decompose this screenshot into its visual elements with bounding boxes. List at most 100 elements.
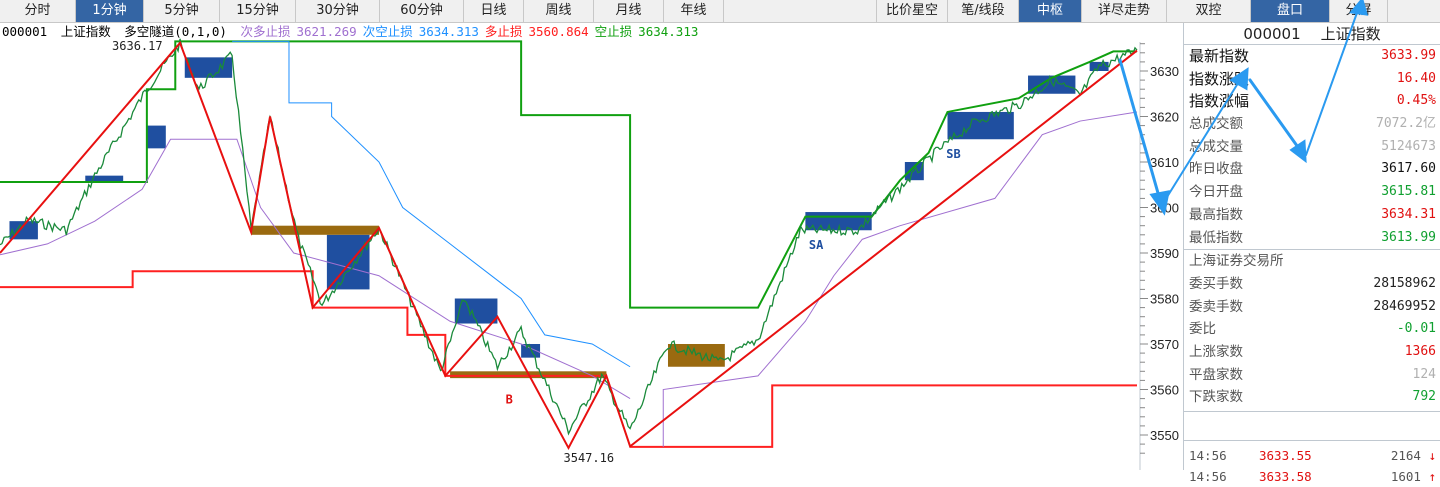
row-value: 28158962 <box>1373 275 1436 291</box>
row-value: 3613.99 <box>1381 229 1436 245</box>
chart-annotation: 3636.17 <box>112 39 163 53</box>
row-value: 0.45% <box>1396 93 1436 109</box>
zhongshu-box <box>326 234 370 290</box>
y-tick-label: 3570 <box>1150 337 1179 352</box>
zhongshu-box <box>904 162 924 181</box>
stop-value: 3560.864 <box>528 24 589 39</box>
tick-price: 3633.55 <box>1259 448 1312 463</box>
y-tick-label: 3550 <box>1150 428 1179 443</box>
row-label: 委比 <box>1189 321 1216 338</box>
row-value: 3615.81 <box>1381 184 1436 200</box>
y-tick-label: 3630 <box>1150 64 1179 79</box>
row-label: 上涨家数 <box>1189 343 1243 360</box>
tab-1[interactable]: 1分钟 <box>76 0 144 22</box>
zhongshu-box <box>146 125 166 149</box>
tab-5[interactable]: 60分钟 <box>380 0 464 22</box>
right-tab-4[interactable]: 双控 <box>1167 0 1251 22</box>
tab-6[interactable]: 日线 <box>464 0 524 22</box>
tab-0[interactable]: 分时 <box>0 0 76 22</box>
stop-line <box>232 40 631 368</box>
y-tick-label: 3610 <box>1150 155 1179 170</box>
right-tab-6[interactable]: 分屏 <box>1330 0 1388 22</box>
stop-label: 次多止损 <box>240 24 291 39</box>
quote-row: 委比 -0.01 <box>1184 318 1440 341</box>
chart-annotation: 3547.16 <box>564 451 615 465</box>
row-label: 总成交额 <box>1189 116 1243 133</box>
tab-3[interactable]: 15分钟 <box>220 0 296 22</box>
stop-line <box>662 111 1138 447</box>
row-value: -0.01 <box>1396 321 1436 337</box>
indicator-info-line: 000001 上证指数 多空隧道(0,1,0) 次多止损 3621.269 次空止损… <box>2 23 710 41</box>
row-value: 124 <box>1412 366 1436 382</box>
tab-7[interactable]: 周线 <box>524 0 594 22</box>
row-label: 最新指数 <box>1189 47 1250 65</box>
kline-chart[interactable]: 3550 3560 3570 3580 3590 3600 3610 3620 3630 3636… <box>0 0 1183 470</box>
tab-4[interactable]: 30分钟 <box>296 0 380 22</box>
row-value: 792 <box>1412 389 1436 405</box>
tick-price: 3633.58 <box>1259 469 1312 484</box>
row-value: 16.40 <box>1396 70 1436 86</box>
row-value: 28469952 <box>1373 298 1436 314</box>
tick-direction-icon: ↓ <box>1428 448 1436 463</box>
tick-row: 14:56 3633.58 1601 ↑ <box>1184 466 1440 487</box>
quote-row: 最新指数 3633.99 <box>1184 45 1440 68</box>
quote-row: 下跌家数 792 <box>1184 386 1440 409</box>
y-tick-label: 3560 <box>1150 383 1179 398</box>
y-tick-label: 3600 <box>1150 201 1179 216</box>
bi-zigzag-line <box>0 40 1138 451</box>
zhongshu-box <box>521 344 541 358</box>
row-label: 总成交量 <box>1189 138 1243 155</box>
tick-volume: 1601 <box>1390 469 1421 484</box>
tick-time: 14:56 <box>1189 469 1227 484</box>
quote-row: 委卖手数 28469952 <box>1184 296 1440 319</box>
tick-row: 14:56 3633.55 2164 ↓ <box>1184 445 1440 466</box>
row-label: 委卖手数 <box>1189 298 1243 315</box>
right-tab-0[interactable]: 比价星空 <box>877 0 948 22</box>
chart-annotation: SA <box>809 238 824 252</box>
tab-8[interactable]: 月线 <box>594 0 664 22</box>
right-tab-3[interactable]: 详尽走势 <box>1082 0 1167 22</box>
tab-2[interactable]: 5分钟 <box>144 0 220 22</box>
right-tab-1[interactable]: 笔/线段 <box>948 0 1019 22</box>
row-label: 最高指数 <box>1189 206 1243 223</box>
quote-row: 指数涨幅 0.45% <box>1184 90 1440 113</box>
zhongshu-box <box>85 175 124 183</box>
row-label: 指数涨跌 <box>1189 69 1250 88</box>
tick-direction-icon: ↑ <box>1428 469 1436 484</box>
row-value: 1366 <box>1404 343 1436 359</box>
panel-title: 000001 上证指数 <box>1184 23 1440 45</box>
stop-line <box>0 40 1137 309</box>
quote-row: 最高指数 3634.31 <box>1184 204 1440 227</box>
y-tick-label: 3620 <box>1150 110 1179 125</box>
quote-row: 指数涨跌 16.40 <box>1184 68 1440 91</box>
stop-line <box>0 138 631 400</box>
y-tick-label: 3590 <box>1150 246 1179 261</box>
row-label: 指数涨幅 <box>1189 92 1250 111</box>
stop-value: 3634.313 <box>418 24 479 39</box>
tab-9[interactable]: 年线 <box>664 0 724 22</box>
row-label: 最低指数 <box>1189 229 1243 246</box>
quote-panel: 000001 上证指数 最新指数 3633.99 指数涨跌 16.40 指数涨幅 0.45%… <box>1183 23 1440 484</box>
stop-label: 次空止损 <box>362 24 413 39</box>
row-value: 3633.99 <box>1381 48 1436 63</box>
right-tab-5[interactable]: 盘口 <box>1251 0 1330 22</box>
zhongshu-box <box>947 111 1014 140</box>
right-tab-2[interactable]: 中枢 <box>1019 0 1082 22</box>
toolbar: 分时 1分钟 5分钟 15分钟 30分钟 60分钟 日线 周线 月线 年线 比价星空 笔/线段 中枢 详尽… <box>0 0 1440 23</box>
zhongshu-box <box>184 57 233 78</box>
row-value: 5124673 <box>1381 138 1436 154</box>
row-value: 7072.2亿 <box>1376 116 1436 132</box>
stock-name: 上证指数 <box>60 24 111 39</box>
row-label: 下跌家数 <box>1189 389 1243 406</box>
stock-code: 000001 <box>2 24 48 39</box>
quote-row: 总成交额 7072.2亿 <box>1184 113 1440 136</box>
stop-value: 3634.313 <box>638 24 699 39</box>
chart-annotation: B <box>506 393 513 407</box>
stop-label: 空止损 <box>594 24 633 39</box>
quote-row: 平盘家数 124 <box>1184 364 1440 387</box>
row-label: 今日开盘 <box>1189 184 1243 201</box>
row-label: 平盘家数 <box>1189 366 1243 383</box>
quote-row: 上涨家数 1366 <box>1184 341 1440 364</box>
tick-volume: 2164 <box>1390 448 1421 463</box>
quote-row: 今日开盘 3615.81 <box>1184 181 1440 204</box>
